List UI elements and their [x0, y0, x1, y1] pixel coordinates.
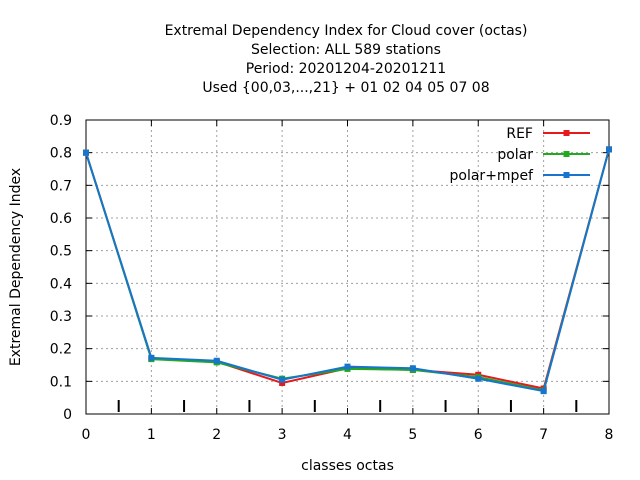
data-point: [540, 388, 547, 395]
title-line: Period: 20201204-20201211: [246, 61, 446, 77]
data-point: [279, 379, 286, 386]
x-axis-ticks: 0 1 2 3 4 5 6 7 8: [82, 120, 614, 443]
chart-title: Extremal Dependency Index for Cloud cove…: [165, 23, 528, 96]
y-axis-ticks: 0 0.1 0.2 0.3 0.4 0.5 0.6 0.7 0.8 0.9: [50, 113, 609, 423]
legend: REF polar polar+mpef: [450, 126, 590, 184]
x-tick-label: 4: [343, 427, 352, 443]
title-line: Used {00,03,...,21} + 01 02 04 05 07 08: [202, 80, 489, 96]
x-tick-label: 2: [212, 427, 221, 443]
data-point: [83, 149, 89, 156]
y-tick-label: 0.3: [50, 309, 72, 325]
x-tick-label: 0: [82, 427, 91, 443]
title-line: Extremal Dependency Index for Cloud cove…: [165, 23, 528, 39]
interior-ticks: [117, 400, 578, 412]
data-point: [606, 146, 612, 153]
data-point: [213, 357, 220, 364]
y-axis-label: Extremal Dependency Index: [8, 168, 24, 366]
data-point: [279, 376, 286, 383]
title-line: Selection: ALL 589 stations: [251, 42, 441, 58]
series: [83, 146, 612, 395]
x-tick-label: 7: [539, 427, 548, 443]
y-tick-label: 0.7: [50, 178, 72, 194]
x-tick-label: 1: [147, 427, 156, 443]
legend-label: REF: [506, 126, 533, 142]
data-point: [344, 363, 351, 370]
y-tick-label: 0.9: [50, 113, 72, 129]
legend-marker: [563, 130, 570, 136]
data-point: [148, 354, 155, 361]
x-tick-label: 6: [474, 427, 483, 443]
y-tick-label: 0.4: [50, 276, 72, 292]
data-point: [409, 365, 416, 372]
x-axis-label: classes octas: [301, 458, 394, 474]
y-tick-label: 0.8: [50, 146, 72, 162]
x-tick-label: 8: [605, 427, 614, 443]
x-tick-label: 5: [408, 427, 417, 443]
x-tick-label: 3: [278, 427, 287, 443]
data-point: [475, 375, 482, 382]
y-tick-label: 0.5: [50, 244, 72, 260]
y-tick-label: 0.6: [50, 211, 72, 227]
y-tick-label: 0.2: [50, 342, 72, 358]
grid: [86, 120, 609, 414]
legend-marker: [563, 172, 570, 178]
y-tick-label: 0: [63, 407, 72, 423]
legend-label: polar: [497, 147, 533, 163]
legend-marker: [563, 151, 570, 157]
legend-label: polar+mpef: [450, 168, 535, 184]
y-tick-label: 0.1: [50, 374, 72, 390]
series-3: [83, 146, 612, 395]
